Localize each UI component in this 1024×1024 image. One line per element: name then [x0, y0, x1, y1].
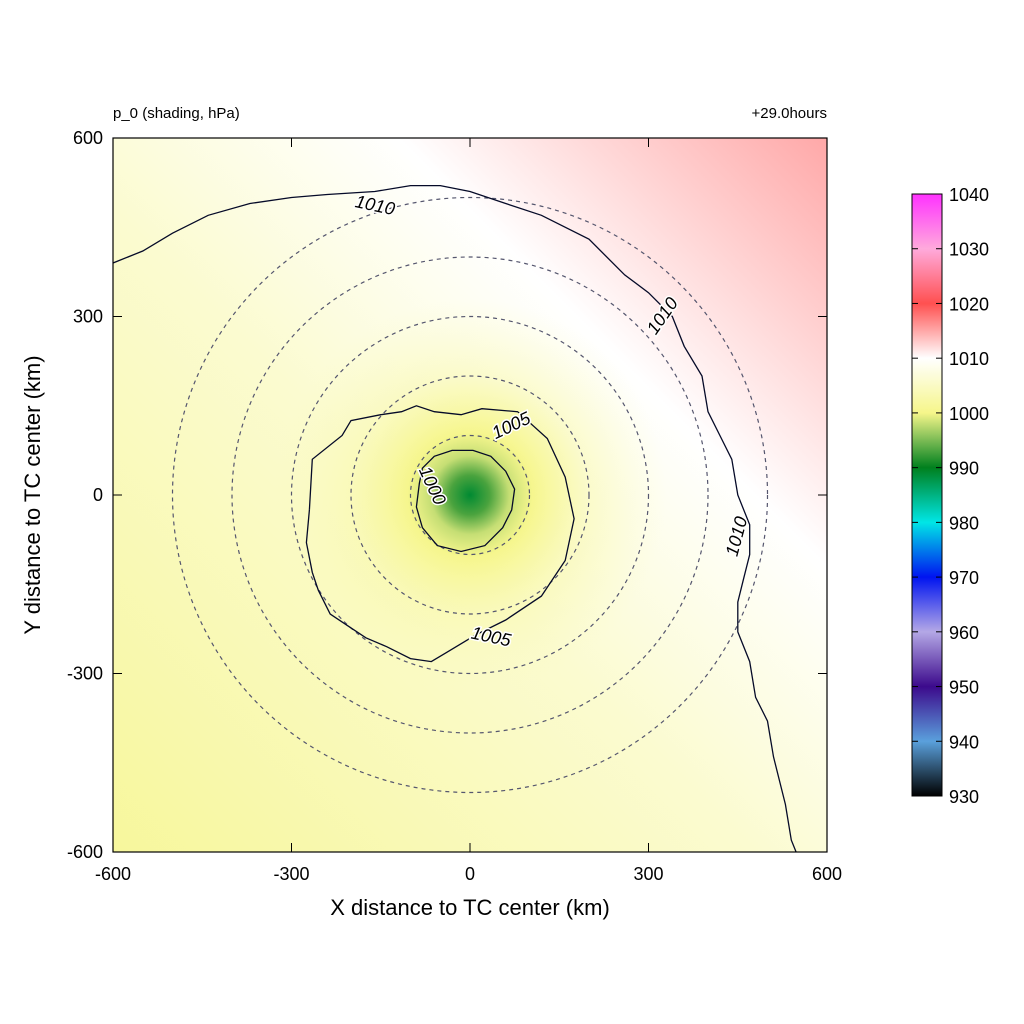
colorbar-tick-label: 960 [949, 623, 979, 643]
range-rings [171, 196, 769, 794]
colorbar-ticks: 930 940 950 960 970 980 990 1000 1010 1020 1030 104… [912, 185, 989, 807]
colorbar-tick-label: 990 [949, 459, 979, 479]
colorbar-tick-label: 940 [949, 732, 979, 752]
contour-1000 [415, 449, 516, 553]
range-ring [171, 196, 769, 794]
x-tick-label: 300 [633, 864, 663, 884]
range-ring [231, 256, 709, 734]
y-tick-label: -600 [67, 842, 103, 862]
contour-1005 [305, 405, 575, 663]
y-tick-label: 600 [73, 128, 103, 148]
colorbar-tick-label: 1010 [949, 349, 989, 369]
chart-subtitle: +29.0hours [752, 105, 827, 122]
colorbar: 930 940 950 960 970 980 990 1000 1010 1020 1030 104… [911, 185, 989, 807]
chart-title: p_0 (shading, hPa) [113, 105, 240, 122]
y-tick-label: -300 [67, 664, 103, 684]
colorbar-scale [911, 193, 943, 797]
x-tick-label: 600 [812, 864, 842, 884]
y-axis: -600 -300 0 300 600 [67, 128, 827, 862]
colorbar-tick-label: 1020 [949, 294, 989, 314]
x-axis: -600 -300 0 300 600 [95, 138, 842, 884]
x-axis-label: X distance to TC center (km) [330, 895, 610, 920]
range-ring [409, 434, 531, 556]
x-tick-label: -600 [95, 864, 131, 884]
contour-1010 [113, 184, 797, 852]
colorbar-tick-label: 1040 [949, 185, 989, 205]
x-tick-label: -300 [273, 864, 309, 884]
pressure-field-low [113, 138, 827, 852]
colorbar-tick-label: 950 [949, 678, 979, 698]
colorbar-tick-label: 930 [949, 787, 979, 807]
range-ring [290, 315, 650, 675]
contour-lines [113, 184, 797, 852]
colorbar-tick-label: 980 [949, 513, 979, 533]
y-tick-label: 0 [93, 485, 103, 505]
colorbar-tick-label: 1030 [949, 240, 989, 260]
range-ring [350, 375, 590, 615]
colorbar-tick-label: 1000 [949, 404, 989, 424]
y-tick-label: 300 [73, 307, 103, 327]
colorbar-tick-label: 970 [949, 568, 979, 588]
x-tick-label: 0 [465, 864, 475, 884]
y-axis-label: Y distance to TC center (km) [20, 355, 45, 634]
